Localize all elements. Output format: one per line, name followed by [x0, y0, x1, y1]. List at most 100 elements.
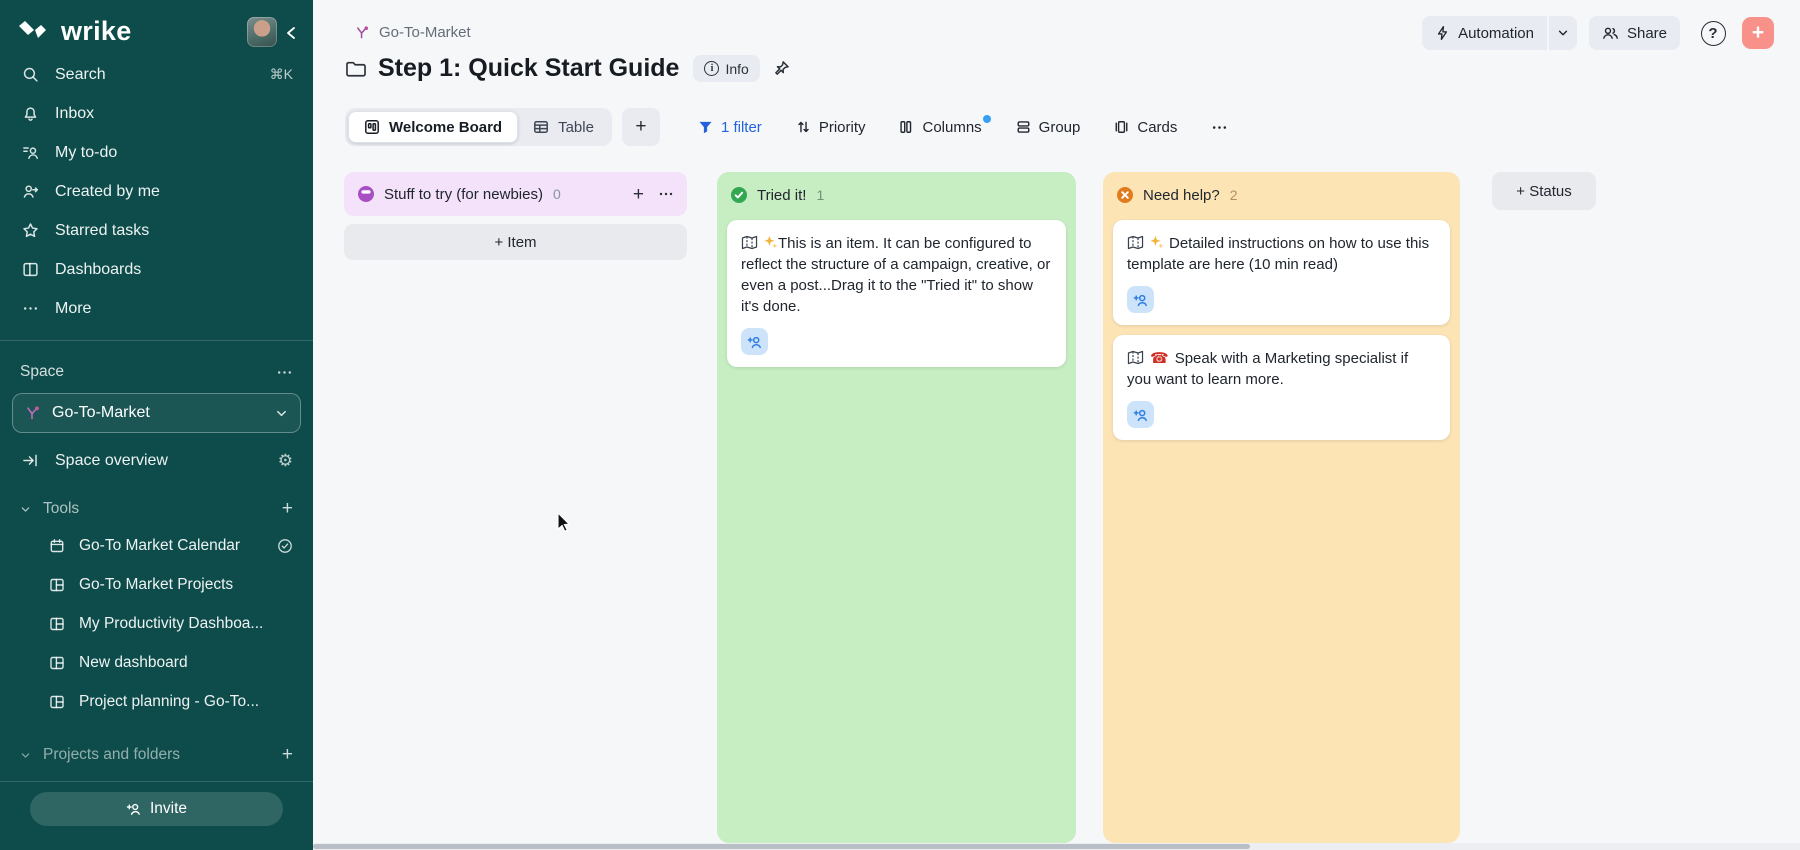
- tab-label: Welcome Board: [389, 118, 503, 136]
- filter-label: 1 filter: [720, 118, 762, 136]
- sidebar-header: wrike: [0, 0, 313, 55]
- invite-label: Invite: [149, 800, 188, 817]
- person-plus-icon: [126, 801, 142, 817]
- check-circle-icon: [730, 186, 748, 204]
- column-menu-button[interactable]: [658, 186, 674, 202]
- columns-label: Columns: [922, 118, 982, 136]
- board-tile-icon: [48, 616, 66, 632]
- avatar[interactable]: [247, 16, 277, 47]
- column-title: Tried it!: [757, 186, 807, 204]
- add-tool-button[interactable]: +: [281, 498, 293, 519]
- priority-sort-button[interactable]: Priority: [796, 119, 865, 136]
- sidebar-item-created-by-me[interactable]: Created by me: [0, 172, 313, 211]
- columns-button[interactable]: Columns: [899, 114, 991, 136]
- cards-button[interactable]: Cards: [1114, 119, 1177, 136]
- assign-person-button[interactable]: [1127, 401, 1154, 428]
- add-project-button[interactable]: +: [281, 744, 293, 765]
- sidebar-item-label: Space overview: [55, 451, 168, 469]
- sidebar-item-project-planning[interactable]: Project planning - Go-To...: [0, 682, 313, 721]
- tab-table[interactable]: Table: [518, 111, 609, 143]
- add-card-button[interactable]: +: [632, 183, 644, 205]
- task-card[interactable]: Detailed instructions on how to use this…: [1113, 220, 1450, 325]
- sidebar-item-gtm-projects[interactable]: Go-To Market Projects: [0, 565, 313, 604]
- sidebar-item-label: Project planning - Go-To...: [79, 692, 260, 710]
- tools-section-label: Tools: [43, 500, 80, 517]
- automation-button[interactable]: Automation: [1422, 16, 1547, 50]
- column-header-stuff-to-try[interactable]: Stuff to try (for newbies) 0 +: [344, 172, 687, 216]
- sidebar-item-space-overview[interactable]: Space overview ⚙: [0, 441, 313, 480]
- space-selector[interactable]: Go-To-Market: [12, 393, 301, 433]
- sidebar-item-inbox[interactable]: Inbox: [0, 94, 313, 133]
- add-item-button[interactable]: + Item: [344, 224, 687, 260]
- info-button[interactable]: i Info: [693, 55, 760, 82]
- sparkles-icon: [1150, 235, 1164, 249]
- add-view-button[interactable]: +: [621, 108, 660, 146]
- card-text: This is an item. It can be configured to…: [741, 235, 1051, 315]
- cards-label: Cards: [1137, 118, 1178, 136]
- more-options-button[interactable]: [1211, 119, 1228, 136]
- wrike-logo[interactable]: wrike: [18, 16, 247, 47]
- wrike-logo-text: wrike: [61, 16, 132, 46]
- column-header-tried-it[interactable]: Tried it! 1: [717, 172, 1076, 218]
- sidebar-item-new-dashboard[interactable]: New dashboard: [0, 643, 313, 682]
- tools-section-header[interactable]: Tools +: [0, 492, 313, 526]
- item-type-icon: [741, 235, 758, 250]
- todo-list-person-icon: [20, 144, 40, 161]
- space-overview-icon: [20, 452, 40, 469]
- sidebar-item-label: Go-To Market Calendar: [79, 536, 241, 554]
- projects-section-label: Projects and folders: [43, 746, 180, 763]
- horizontal-scrollbar[interactable]: [313, 843, 1800, 850]
- x-circle-icon: [1116, 186, 1134, 204]
- pin-icon[interactable]: [773, 60, 790, 77]
- info-icon: i: [704, 61, 720, 76]
- add-status-button[interactable]: + Status: [1492, 172, 1596, 210]
- group-button[interactable]: Group: [1016, 119, 1080, 136]
- space-icon: [355, 25, 370, 40]
- task-card[interactable]: ☎ Speak with a Marketing specialist if yo…: [1113, 335, 1450, 440]
- share-button[interactable]: Share: [1588, 16, 1680, 50]
- sidebar-item-dashboards[interactable]: Dashboards: [0, 250, 313, 289]
- board-view-icon: [364, 119, 380, 135]
- help-button[interactable]: ?: [1698, 18, 1728, 48]
- sidebar-item-search[interactable]: Search ⌘K: [0, 55, 313, 94]
- space-section-label: Space: [20, 363, 64, 380]
- collapse-sidebar-button[interactable]: [277, 24, 301, 40]
- sidebar-item-productivity-dashboard[interactable]: My Productivity Dashboa...: [0, 604, 313, 643]
- filter-icon: [698, 120, 713, 135]
- board-tile-icon: [48, 655, 66, 671]
- sidebar-item-my-todo[interactable]: My to-do: [0, 133, 313, 172]
- kanban-board: Stuff to try (for newbies) 0 + + Item Tr…: [313, 165, 1800, 850]
- chevron-down-icon: [20, 504, 31, 515]
- chevron-down-icon: [20, 750, 31, 761]
- chevron-down-icon: [1557, 27, 1569, 39]
- column-header-need-help[interactable]: Need help? 2: [1103, 172, 1460, 218]
- wrike-logo-icon: [18, 19, 54, 45]
- breadcrumb-label: Go-To-Market: [379, 24, 471, 41]
- sidebar-item-label: Dashboards: [55, 260, 142, 278]
- invite-button[interactable]: Invite: [30, 792, 283, 826]
- breadcrumb[interactable]: Go-To-Market: [355, 24, 471, 41]
- assign-person-button[interactable]: [1127, 286, 1154, 313]
- sidebar-item-label: Go-To Market Projects: [79, 575, 234, 593]
- scrollbar-thumb[interactable]: [313, 844, 1250, 849]
- filter-button[interactable]: 1 filter: [698, 119, 762, 136]
- gear-icon[interactable]: ⚙: [277, 450, 293, 470]
- create-new-button[interactable]: +: [1742, 17, 1774, 49]
- sidebar-item-label: My to-do: [55, 143, 118, 161]
- space-options-button[interactable]: [276, 364, 293, 381]
- card-text: Speak with a Marketing specialist if you…: [1127, 350, 1409, 388]
- column-title: Need help?: [1143, 186, 1220, 204]
- tab-welcome-board[interactable]: Welcome Board: [348, 111, 519, 143]
- sparkles-icon: [764, 235, 778, 249]
- assign-person-button[interactable]: [741, 328, 768, 355]
- task-card[interactable]: This is an item. It can be configured to…: [727, 220, 1066, 367]
- sidebar-item-starred-tasks[interactable]: Starred tasks: [0, 211, 313, 250]
- card-text: Detailed instructions on how to use this…: [1127, 235, 1430, 273]
- column-need-help: Need help? 2 Detailed instructions on ho…: [1103, 172, 1460, 843]
- sidebar-item-more[interactable]: More: [0, 289, 313, 328]
- sidebar-item-gtm-calendar[interactable]: Go-To Market Calendar: [0, 526, 313, 565]
- automation-dropdown-button[interactable]: [1548, 16, 1577, 50]
- projects-section-header[interactable]: Projects and folders +: [0, 737, 313, 773]
- sidebar-item-label: Starred tasks: [55, 221, 150, 239]
- title-row: Step 1: Quick Start Guide i Info: [345, 54, 790, 83]
